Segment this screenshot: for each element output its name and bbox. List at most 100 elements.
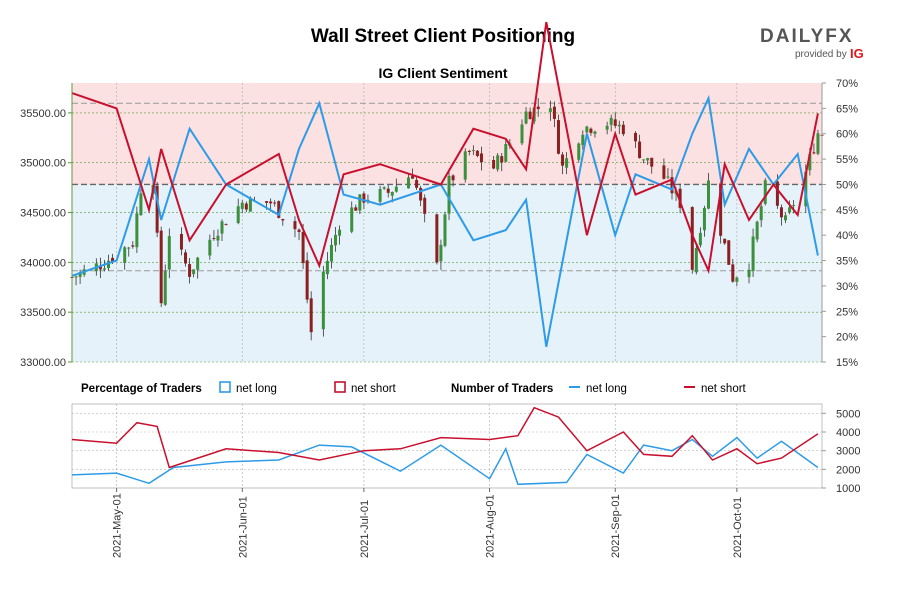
candle-body [281,219,285,221]
candle-body [273,202,277,204]
candle-body [561,154,565,166]
count-tick-label: 4000 [836,427,860,439]
candle-body [763,180,767,204]
price-tick-label: 33500.00 [20,307,66,319]
candle-body [358,194,362,211]
candle-body [593,131,597,134]
candle-body [309,298,313,333]
date-tick-label: 2021-Sep-01 [610,494,622,558]
candle-body [775,181,779,206]
candle-body [334,234,338,246]
candle-body [589,128,593,133]
candle-body [816,133,820,154]
candle-body [188,264,192,277]
candle-body [419,187,423,201]
candle-body [111,257,115,262]
candle-body [702,207,706,231]
ig-logo: IG [850,46,864,61]
percent-tick-label: 15% [836,357,858,369]
count-tick-label: 5000 [836,408,860,420]
candle-body [212,238,216,240]
candle-body [605,125,609,130]
legend-num-short-label: net short [701,383,747,395]
candle-body [236,206,240,223]
candle-body [621,124,625,135]
candle-body [269,201,273,204]
candle-body [642,159,646,161]
candle-body [159,230,163,304]
candle-body [411,176,415,179]
candle-body [747,269,751,278]
candle-body [423,197,427,214]
candle-body [779,207,783,218]
count-tick-label: 1000 [836,483,860,495]
date-tick-label: 2021-May-01 [112,493,124,558]
candle-body [638,141,642,159]
candle-body [727,240,731,265]
candle-body [463,151,467,180]
candle-body [394,186,398,192]
candle-body [382,187,386,189]
count-axis: 1000 2000 3000 4000 5000 [822,408,860,495]
candle-body [216,235,220,241]
candle-body [102,268,106,270]
price-panel: 33000.00 33500.00 34000.00 34500.00 35000.00… [20,21,858,369]
candle-body [167,236,171,270]
candle-body [329,244,333,262]
candle-body [208,239,212,256]
candle-body [135,213,139,248]
candle-body [406,177,410,189]
candle-body [524,111,528,124]
candle-body [220,221,224,234]
pct-net-long-line [71,94,819,347]
price-tick-label: 35500.00 [20,108,66,120]
candle-body [500,156,504,163]
price-gridlines [72,83,822,363]
candle-body [706,180,710,209]
count-tick-label: 2000 [836,464,860,476]
candle-body [812,152,816,154]
candle-body [155,185,159,233]
candle-body [565,158,569,168]
dailyfx-logo: DAILYFX provided by IG [760,26,864,61]
candle-body [528,111,532,120]
candle-body [305,260,309,300]
candle-body [784,215,788,221]
candle-body [670,177,674,194]
candle-body [755,221,759,240]
candle-body [731,264,735,282]
trader-count-panel: 1000 2000 3000 4000 5000 [71,403,860,495]
candle-body [479,153,483,163]
candle-body [265,201,269,203]
candle-body [179,233,183,250]
candle-body [577,143,581,160]
candle-body [613,119,617,126]
candle-body [792,205,796,207]
price-tick-label: 35000.00 [20,158,66,170]
candle-body [451,175,455,181]
date-axis: 2021-May-01 2021-Jun-01 2021-Jul-01 2021-Au… [112,488,744,558]
candle-body [723,238,727,244]
date-tick-label: 2021-Jun-01 [237,496,249,558]
candle-body [585,126,589,133]
short-zone [72,83,822,185]
candle-body [678,188,682,208]
candle-body [378,189,382,202]
candle-body [350,207,354,232]
candle-body [362,193,366,203]
candle-body [338,229,342,236]
candle-body [277,201,281,218]
candle-body [98,266,102,270]
candle-body [698,232,702,246]
candle-body [492,159,496,169]
candle-body [123,247,127,263]
candle-body [301,232,305,264]
candle-body [650,157,654,167]
dailyfx-logo-text: DAILYFX [760,26,854,47]
candle-body [467,150,471,152]
num-net-long-line [71,436,819,486]
candle-body [504,143,508,162]
candle-body [244,203,248,210]
candle-body [552,106,556,119]
